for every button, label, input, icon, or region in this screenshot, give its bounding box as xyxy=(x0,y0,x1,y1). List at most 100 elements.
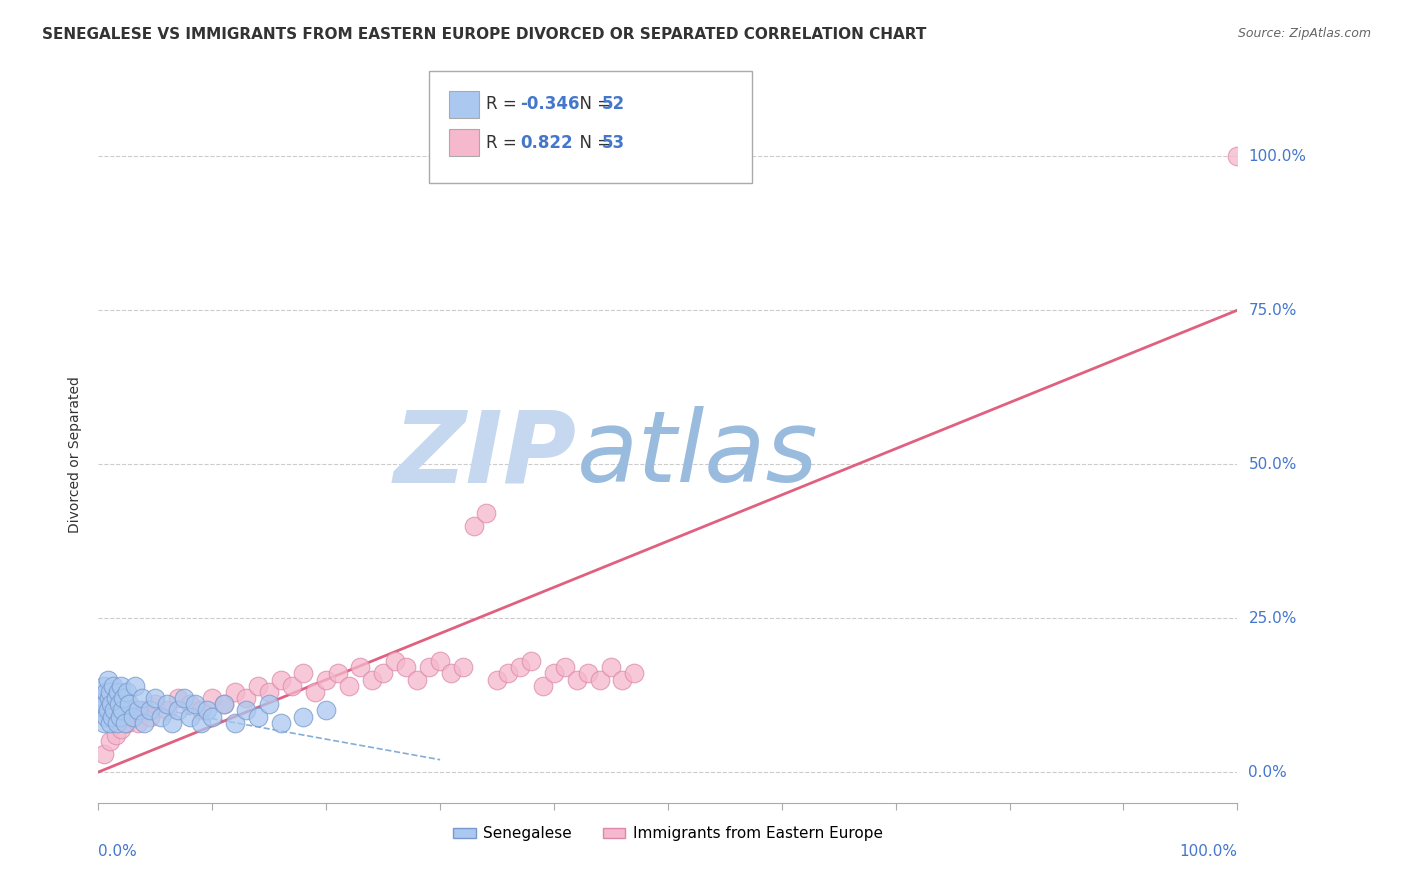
Point xyxy=(98,734,121,748)
Point xyxy=(107,685,129,699)
Point xyxy=(612,673,634,687)
Point xyxy=(118,698,141,712)
Point xyxy=(474,507,496,521)
Point xyxy=(224,685,246,699)
Point xyxy=(190,715,212,730)
Point xyxy=(114,715,136,730)
Point xyxy=(150,709,173,723)
Point xyxy=(195,703,218,717)
Point xyxy=(108,709,131,723)
Text: N =: N = xyxy=(569,95,617,113)
Point xyxy=(576,666,599,681)
Point xyxy=(212,698,235,712)
Text: -0.346: -0.346 xyxy=(520,95,579,113)
Point xyxy=(395,660,418,674)
Point xyxy=(270,715,292,730)
Point xyxy=(127,715,149,730)
Point xyxy=(121,709,143,723)
Point xyxy=(131,691,153,706)
Point xyxy=(96,673,118,687)
Point xyxy=(259,698,281,712)
Point xyxy=(304,685,326,699)
Point xyxy=(315,673,337,687)
Text: N =: N = xyxy=(569,134,617,152)
Text: 53: 53 xyxy=(602,134,624,152)
Point xyxy=(184,698,207,712)
Point xyxy=(121,709,143,723)
Text: 100.0%: 100.0% xyxy=(1180,845,1237,860)
Point xyxy=(429,654,451,668)
Point xyxy=(145,698,167,712)
Point xyxy=(93,715,115,730)
Point xyxy=(100,698,122,712)
Point xyxy=(104,691,127,706)
Text: R =: R = xyxy=(486,134,523,152)
Point xyxy=(93,747,115,761)
Point xyxy=(486,673,509,687)
Point xyxy=(543,666,565,681)
Point xyxy=(167,691,190,706)
Point xyxy=(224,715,246,730)
Point xyxy=(246,679,269,693)
Point xyxy=(588,673,610,687)
Point xyxy=(1226,149,1249,163)
Point xyxy=(98,715,121,730)
Point xyxy=(509,660,531,674)
Point xyxy=(93,679,115,693)
Point xyxy=(162,715,184,730)
Point xyxy=(349,660,371,674)
Point xyxy=(463,518,485,533)
Point xyxy=(91,691,114,706)
Text: R =: R = xyxy=(486,95,523,113)
Point xyxy=(132,715,155,730)
Point xyxy=(115,685,138,699)
Point xyxy=(112,691,135,706)
Point xyxy=(96,709,118,723)
Point xyxy=(90,703,112,717)
Point xyxy=(156,703,179,717)
Point xyxy=(96,685,118,699)
Point xyxy=(565,673,588,687)
Point xyxy=(132,703,155,717)
Text: 25.0%: 25.0% xyxy=(1249,611,1296,625)
Point xyxy=(600,660,623,674)
Point xyxy=(246,709,269,723)
Text: SENEGALESE VS IMMIGRANTS FROM EASTERN EUROPE DIVORCED OR SEPARATED CORRELATION C: SENEGALESE VS IMMIGRANTS FROM EASTERN EU… xyxy=(42,27,927,42)
Point xyxy=(96,703,118,717)
Point xyxy=(498,666,520,681)
Point xyxy=(235,691,257,706)
Point xyxy=(451,660,474,674)
Point xyxy=(440,666,463,681)
Point xyxy=(406,673,429,687)
Point xyxy=(104,728,127,742)
Point xyxy=(201,709,224,723)
Legend: Senegalese, Immigrants from Eastern Europe: Senegalese, Immigrants from Eastern Euro… xyxy=(447,820,889,847)
Point xyxy=(623,666,645,681)
Text: 75.0%: 75.0% xyxy=(1249,302,1296,318)
Point xyxy=(110,679,132,693)
Point xyxy=(179,698,201,712)
Point xyxy=(201,691,224,706)
Point xyxy=(292,666,315,681)
Point xyxy=(156,698,179,712)
Point xyxy=(145,691,167,706)
Point xyxy=(179,709,201,723)
Point xyxy=(97,691,120,706)
Point xyxy=(115,715,138,730)
Text: atlas: atlas xyxy=(576,407,818,503)
Point xyxy=(103,703,125,717)
Text: 52: 52 xyxy=(602,95,624,113)
Point xyxy=(281,679,304,693)
Text: Source: ZipAtlas.com: Source: ZipAtlas.com xyxy=(1237,27,1371,40)
Point xyxy=(292,709,315,723)
Point xyxy=(384,654,406,668)
Text: ZIP: ZIP xyxy=(394,407,576,503)
Point xyxy=(326,666,349,681)
Point xyxy=(98,685,121,699)
Text: 0.0%: 0.0% xyxy=(1249,764,1286,780)
Point xyxy=(190,703,212,717)
Point xyxy=(212,698,235,712)
Point xyxy=(108,698,131,712)
Text: 0.0%: 0.0% xyxy=(98,845,138,860)
Point xyxy=(111,703,134,717)
